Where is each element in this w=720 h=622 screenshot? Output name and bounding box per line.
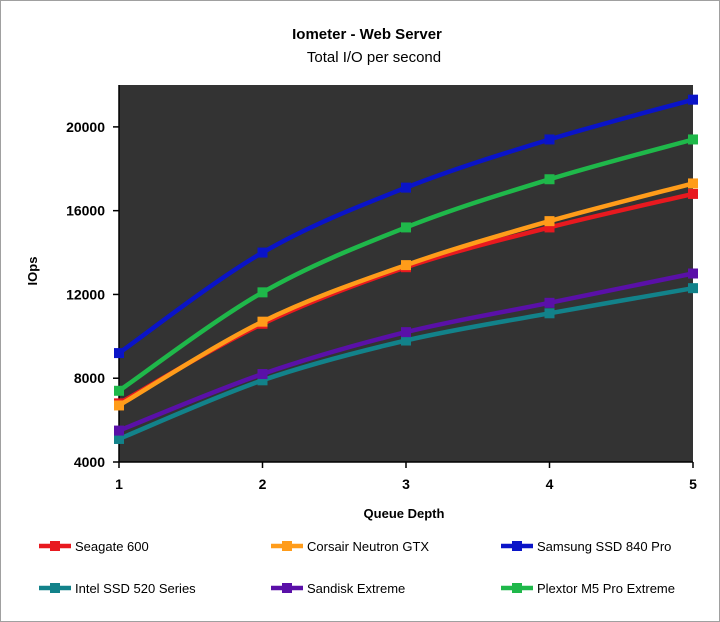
legend-marker bbox=[512, 541, 522, 551]
data-point bbox=[114, 400, 124, 411]
legend-item: Samsung SSD 840 Pro bbox=[501, 539, 671, 554]
legend-marker bbox=[50, 583, 60, 593]
series-intel-ssd-520-series bbox=[114, 283, 698, 444]
x-tick-label: 4 bbox=[546, 476, 554, 492]
data-point bbox=[544, 174, 555, 185]
series-corsair-neutron-gtx bbox=[114, 178, 698, 411]
legend-item: Corsair Neutron GTX bbox=[271, 539, 429, 554]
data-point bbox=[544, 134, 555, 145]
data-point bbox=[688, 134, 698, 145]
y-tick-label: 16000 bbox=[66, 203, 105, 219]
x-axis: 1 2 3 4 5 bbox=[115, 461, 697, 492]
legend: Seagate 600 Corsair Neutron GTX Samsung SS… bbox=[39, 539, 675, 596]
plot-area bbox=[119, 85, 693, 462]
y-axis-label: IOps bbox=[25, 257, 40, 286]
data-point bbox=[688, 178, 698, 189]
legend-label: Intel SSD 520 Series bbox=[75, 581, 196, 596]
data-point bbox=[257, 247, 268, 258]
y-axis: 4000 8000 12000 16000 20000 bbox=[66, 85, 120, 470]
legend-item: Intel SSD 520 Series bbox=[39, 581, 196, 596]
legend-label: Plextor M5 Pro Extreme bbox=[537, 581, 675, 596]
legend-label: Corsair Neutron GTX bbox=[307, 539, 429, 554]
y-tick-label: 12000 bbox=[66, 286, 105, 302]
chart-title: Iometer - Web Server bbox=[292, 26, 442, 43]
x-axis-label: Queue Depth bbox=[364, 506, 445, 521]
data-point bbox=[688, 188, 698, 199]
series-layer bbox=[114, 94, 698, 444]
y-tick-label: 20000 bbox=[66, 119, 105, 135]
data-point bbox=[257, 316, 268, 327]
legend-item: Sandisk Extreme bbox=[271, 581, 405, 596]
data-point bbox=[257, 287, 268, 298]
data-point bbox=[257, 369, 268, 380]
series-sandisk-extreme bbox=[114, 268, 698, 436]
legend-label: Samsung SSD 840 Pro bbox=[537, 539, 671, 554]
legend-item: Plextor M5 Pro Extreme bbox=[501, 581, 675, 596]
legend-marker bbox=[282, 541, 292, 551]
x-tick-label: 2 bbox=[259, 476, 267, 492]
series-plextor-m5-pro-extreme bbox=[114, 134, 698, 396]
chart-subtitle: Total I/O per second bbox=[307, 49, 441, 66]
data-point bbox=[401, 335, 411, 346]
y-tick-label: 4000 bbox=[74, 454, 105, 470]
data-point bbox=[401, 182, 411, 193]
data-point bbox=[401, 260, 411, 271]
legend-marker bbox=[512, 583, 522, 593]
data-point bbox=[257, 375, 268, 386]
data-point bbox=[114, 348, 124, 359]
data-point bbox=[544, 308, 555, 319]
data-point bbox=[544, 297, 555, 308]
data-point bbox=[544, 222, 555, 233]
legend-label: Sandisk Extreme bbox=[307, 581, 405, 596]
y-tick-label: 8000 bbox=[74, 370, 105, 386]
x-tick-label: 1 bbox=[115, 476, 123, 492]
series-samsung-ssd-840-pro bbox=[114, 94, 698, 359]
data-point bbox=[401, 327, 411, 338]
legend-marker bbox=[282, 583, 292, 593]
x-tick-label: 5 bbox=[689, 476, 697, 492]
x-tick-label: 3 bbox=[402, 476, 410, 492]
data-point bbox=[688, 94, 698, 105]
legend-marker bbox=[50, 541, 60, 551]
data-point bbox=[401, 222, 411, 233]
data-point bbox=[114, 385, 124, 396]
data-point bbox=[114, 433, 124, 444]
data-point bbox=[544, 216, 555, 227]
data-point bbox=[688, 283, 698, 294]
data-point bbox=[688, 268, 698, 279]
data-point bbox=[114, 425, 124, 436]
legend-label: Seagate 600 bbox=[75, 539, 149, 554]
legend-item: Seagate 600 bbox=[39, 539, 149, 554]
